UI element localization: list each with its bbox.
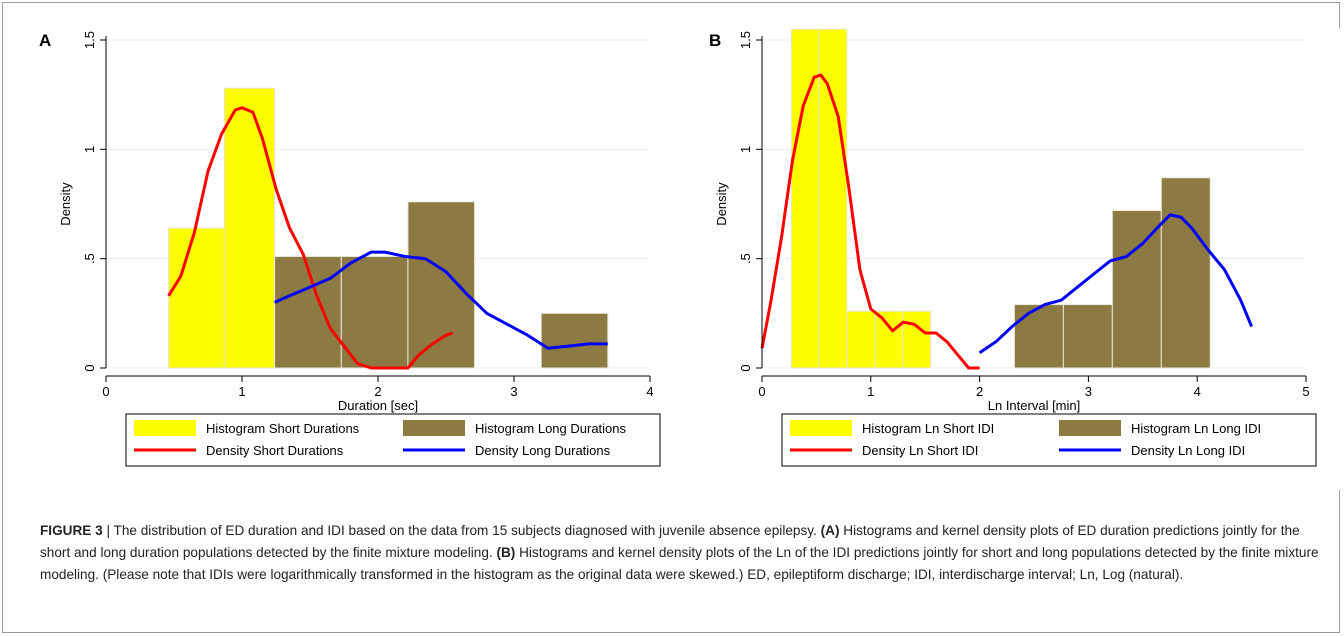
chart1-legend-box [781, 413, 1317, 467]
chart1-hist-0-bar-1 [818, 28, 848, 369]
chart0-legend-label-1: Histogram Long Durations [475, 421, 627, 436]
chart1-legend-swatch-0 [790, 420, 852, 436]
chart0-legend-swatch-1 [403, 420, 465, 436]
chart0-legend-label-0: Histogram Short Durations [206, 421, 360, 436]
chart1-ytick-label-1: .5 [738, 253, 753, 264]
chart0-hist-0-bar-0 [168, 227, 225, 369]
chart0-xtick-label-1: 1 [238, 384, 245, 399]
chart0-hist-1-bar-3 [540, 312, 609, 369]
chart1-legend-label-1: Histogram Ln Long IDI [1131, 421, 1261, 436]
chart-a-svg: 0 .5 1 1.5 0 1 2 3 4 Duration [sec] Density Histogr… [58, 31, 661, 467]
caption-seg-0: The distribution of ED duration and IDI … [113, 523, 821, 538]
panel-letter-a: A [39, 31, 52, 50]
chart1-xtick-label-5: 5 [1302, 384, 1309, 399]
chart1-hist-1-bar-3 [1160, 177, 1211, 369]
chart1-legend-label-0: Histogram Ln Short IDI [862, 421, 994, 436]
chart1-hist-1-bar-1 [1062, 304, 1113, 369]
chart0-xtick-label-3: 3 [510, 384, 517, 399]
chart1-legend-label-2: Density Ln Short IDI [862, 443, 978, 458]
chart1-xtick-label-3: 3 [1085, 384, 1092, 399]
chart1-legend-swatch-1 [1059, 420, 1121, 436]
chart0-ytick-label-0: 0 [82, 364, 97, 371]
chart0-xtick-label-4: 4 [646, 384, 653, 399]
chart0-hist-0-bar-1 [223, 87, 276, 369]
chart1-ytick-label-2: 1 [738, 146, 753, 153]
chart0-legend-label-2: Density Short Durations [206, 443, 344, 458]
chart1-x-axis-title: Ln Interval [min] [988, 398, 1081, 413]
chart0-ytick-label-2: 1 [82, 146, 97, 153]
figure-caption: FIGURE 3 | The distribution of ED durati… [40, 520, 1330, 586]
chart1-xtick-label-4: 4 [1194, 384, 1201, 399]
chart1-density-line-1 [978, 213, 1253, 354]
chart1-hist-0-bar-3 [874, 310, 903, 369]
chart1-hist-0-bar-4 [901, 310, 932, 369]
caption-separator: | [102, 523, 114, 538]
chart0-density-line-0 [167, 106, 454, 370]
chart0-ytick-label-1: .5 [82, 253, 97, 264]
chart1-hist-1-bar-0 [1013, 304, 1064, 369]
caption-seg-4: Histograms and kernel density plots of t… [40, 545, 1319, 582]
chart0-density-line-1 [273, 250, 608, 350]
chart1-xtick-label-2: 2 [976, 384, 983, 399]
chart1-xtick-label-0: 0 [758, 384, 765, 399]
chart1-density-line-0 [760, 73, 980, 370]
figure-label: FIGURE 3 [40, 523, 103, 538]
panel-letter-b: B [709, 31, 722, 50]
chart-b-svg: 0 .5 1 1.5 0 1 2 3 4 5 Ln Interval [min] Density His… [714, 28, 1317, 467]
chart1-legend-label-3: Density Ln Long IDI [1131, 443, 1245, 458]
chart1-hist-0-bar-0 [790, 28, 820, 369]
chart0-y-axis-title: Density [58, 182, 73, 226]
chart0-legend-swatch-0 [134, 420, 196, 436]
chart1-xtick-label-1: 1 [867, 384, 874, 399]
chart0-legend-label-3: Density Long Durations [475, 443, 611, 458]
chart0-xtick-label-2: 2 [374, 384, 381, 399]
chart1-ytick-label-3: 1.5 [738, 31, 753, 49]
caption-seg-3: (B) [496, 545, 516, 560]
chart0-x-axis-title: Duration [sec] [338, 398, 418, 413]
chart1-ytick-label-0: 0 [738, 364, 753, 371]
chart-panel-b: 0 .5 1 1.5 0 1 2 3 4 5 Ln Interval [min] Density His… [694, 28, 1342, 490]
chart-panel-a: 0 .5 1 1.5 0 1 2 3 4 Duration [sec] Density Histogr… [38, 28, 686, 490]
chart0-ytick-label-3: 1.5 [82, 31, 97, 49]
chart0-xtick-label-0: 0 [102, 384, 109, 399]
chart0-hist-1-bar-2 [407, 201, 476, 369]
chart1-y-axis-title: Density [714, 182, 729, 226]
caption-seg-1: (A) [820, 523, 840, 538]
chart0-legend-box [125, 413, 661, 467]
chart1-hist-1-bar-2 [1111, 210, 1162, 369]
chart0-hist-1-bar-1 [340, 255, 409, 369]
caption-seg-2: Histograms and kernel density plots of E… [40, 523, 1300, 560]
chart0-hist-1-bar-0 [274, 255, 342, 369]
chart1-hist-0-bar-2 [846, 310, 876, 369]
